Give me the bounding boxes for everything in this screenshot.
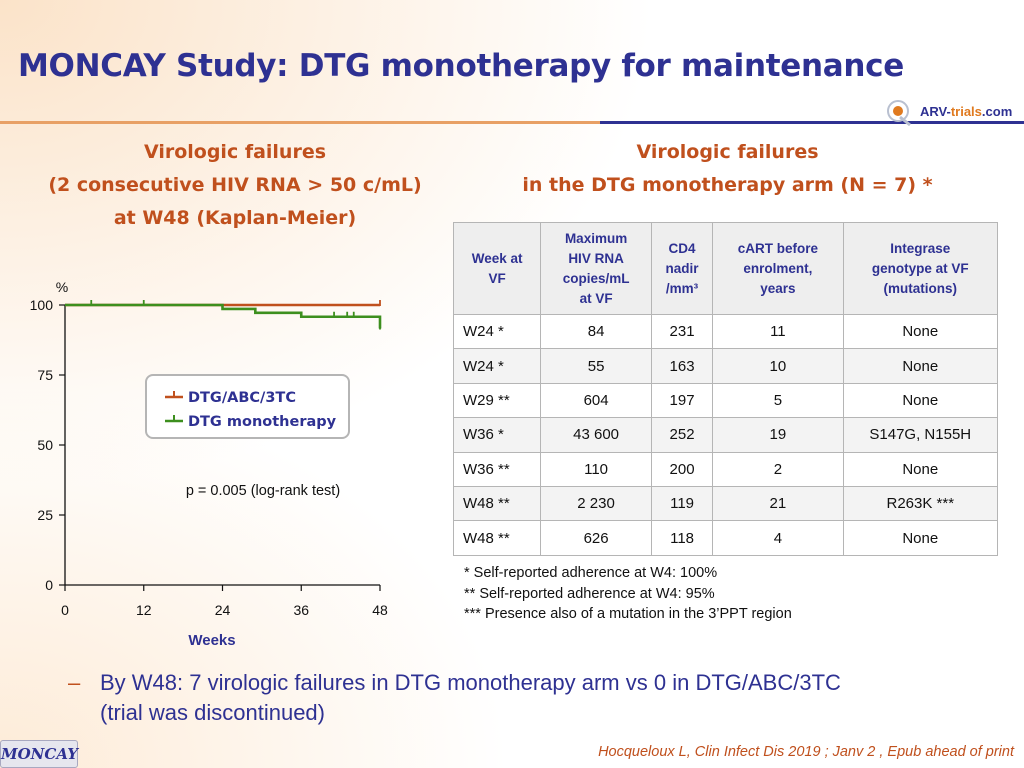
table-cell: 119 — [650, 485, 714, 522]
table-cell: 5 — [712, 382, 844, 419]
table-row: W29 ** 604 197 5 None — [452, 382, 999, 419]
x-axis-label: Weeks — [188, 632, 235, 649]
table-heading: Virologic failures in the DTG monotherap… — [522, 141, 933, 196]
table-cell: 200 — [650, 451, 714, 487]
table-cell: 43 600 — [540, 417, 652, 453]
table-cell: 84 — [540, 313, 652, 350]
p-value-annotation: p = 0.005 (log-rank test) — [186, 483, 340, 499]
y-tick-label: 100 — [30, 297, 54, 313]
table-row: W48 ** 626 118 4 None — [452, 520, 999, 556]
table-cell: None — [842, 313, 999, 350]
table-row: W36 * 43 600 252 19 S147G, N155H — [452, 417, 999, 453]
table-cell: 2 230 — [540, 485, 652, 522]
logo-wordmark: ARV-trials.com — [920, 104, 1013, 119]
table-cell: S147G, N155H — [842, 417, 999, 453]
bullet-dash: – — [68, 670, 81, 695]
chart-legend: DTG/ABC/3TC DTG monotherapy — [145, 374, 350, 439]
y-axis-label: % — [56, 279, 68, 295]
km-curve — [65, 303, 382, 329]
table-cell: 626 — [540, 520, 652, 556]
table-cell: W36 ** — [452, 451, 542, 487]
column-header: cART before enrolment, years — [712, 222, 844, 315]
footnote: ** Self-reported adherence at W4: 95% — [464, 585, 715, 602]
arv-trials-logo — [887, 100, 911, 127]
table-cell: None — [842, 382, 999, 419]
bullet-line: (trial was discontinued) — [100, 700, 325, 725]
x-tick-label: 48 — [372, 602, 388, 618]
table-cell: 10 — [712, 348, 844, 384]
table-cell: None — [842, 520, 999, 556]
kaplan-meier-chart: % 0 25 50 75 100 0 12 24 36 48 Weeks p = 0.005 (l… — [30, 279, 388, 649]
column-header: Maximum HIV RNA copies/mL at VF — [540, 222, 652, 315]
bullet-line: By W48: 7 virologic failures in DTG mono… — [100, 670, 841, 695]
table-cell: None — [842, 348, 999, 384]
table-cell: W24 * — [452, 313, 542, 350]
table-cell: None — [842, 451, 999, 487]
title-rule-orange — [0, 121, 890, 124]
x-tick-label: 12 — [136, 602, 152, 618]
table-cell: W48 ** — [452, 485, 542, 522]
table-cell: 252 — [650, 417, 714, 453]
table-cell: 4 — [712, 520, 844, 556]
table-row: W48 ** 2 230 119 21 R263K *** — [452, 485, 999, 522]
table-cell: 55 — [540, 348, 652, 384]
slide-title: MONCAY Study: DTG monotherapy for mainte… — [18, 48, 904, 84]
footnotes: * Self-reported adherence at W4: 100% **… — [464, 563, 792, 625]
column-header: Week at VF — [452, 222, 542, 315]
y-tick-label: 25 — [37, 507, 53, 523]
table-row: W24 * 84 231 11 None — [452, 313, 999, 350]
table-cell: 110 — [540, 451, 652, 487]
footnote: *** Presence also of a mutation in the 3… — [464, 606, 792, 622]
table-cell: 197 — [650, 382, 714, 419]
legend-label: DTG/ABC/3TC — [188, 390, 296, 406]
table-cell: 604 — [540, 382, 652, 419]
x-tick-label: 24 — [215, 602, 231, 618]
table-cell: W48 ** — [452, 520, 542, 556]
legend-label: DTG monotherapy — [188, 414, 337, 430]
table-cell: R263K *** — [842, 485, 999, 522]
table-header-row: Week at VF Maximum HIV RNA copies/mL at VF CD4… — [452, 222, 999, 315]
table-row: W24 * 55 163 10 None — [452, 348, 999, 384]
citation: Hocqueloux L, Clin Infect Dis 2019 ; Jan… — [598, 744, 1014, 760]
footnote: * Self-reported adherence at W4: 100% — [464, 565, 718, 581]
column-header: Integrase genotype at VF (mutations) — [842, 222, 999, 315]
column-header: CD4 nadir/mm³ — [650, 222, 714, 315]
table-cell: 2 — [712, 451, 844, 487]
table-cell: W24 * — [452, 348, 542, 384]
table-cell: 163 — [650, 348, 714, 384]
x-tick-label: 36 — [293, 602, 309, 618]
x-tick-label: 0 — [61, 602, 69, 618]
table-cell: 231 — [650, 313, 714, 350]
y-tick-label: 50 — [37, 437, 53, 453]
table-cell: W36 * — [452, 417, 542, 453]
table-row: W36 ** 110 200 2 None — [452, 451, 999, 487]
table-cell: 11 — [712, 313, 844, 350]
title-rule-blue — [600, 121, 1024, 124]
y-tick-label: 75 — [37, 367, 53, 383]
table-cell: 19 — [712, 417, 844, 453]
study-badge: MONCAY — [0, 740, 78, 768]
table-cell: W29 ** — [452, 382, 542, 419]
chart-heading: Virologic failures (2 consecutive HIV RN… — [48, 141, 422, 229]
table-cell: 118 — [650, 520, 714, 556]
table-cell: 21 — [712, 485, 844, 522]
y-tick-label: 0 — [45, 577, 53, 593]
virologic-failures-table: Week at VF Maximum HIV RNA copies/mL at VF CD4… — [452, 222, 999, 556]
